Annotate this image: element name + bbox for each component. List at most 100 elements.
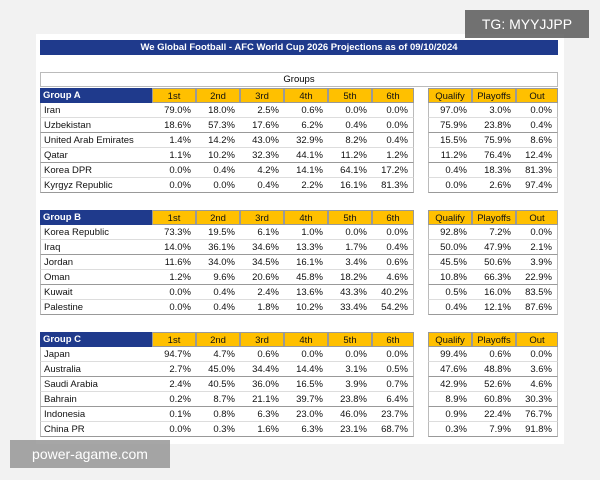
column-header: 3rd [240, 332, 284, 347]
cell: 0.0% [152, 178, 196, 193]
cell: 0.9% [428, 407, 472, 422]
cell: 0.3% [428, 422, 472, 437]
column-header: Out [516, 210, 558, 225]
cell: 81.3% [516, 163, 558, 178]
cell: 0.4% [328, 118, 372, 133]
groups-header: Groups [40, 72, 558, 87]
column-header: 6th [372, 88, 414, 103]
cell: 23.1% [328, 422, 372, 437]
cell: 8.9% [428, 392, 472, 407]
cell: 34.6% [240, 240, 284, 255]
cell: 3.0% [472, 103, 516, 118]
cell: 94.7% [152, 347, 196, 362]
cell: 0.0% [372, 347, 414, 362]
cell: 0.5% [428, 285, 472, 300]
cell: 45.8% [284, 270, 328, 285]
cell: 10.2% [284, 300, 328, 315]
cell: 8.2% [328, 133, 372, 148]
cell: 45.5% [428, 255, 472, 270]
cell: 1.2% [372, 148, 414, 163]
cell: 0.2% [152, 392, 196, 407]
cell: 36.0% [240, 377, 284, 392]
cell: 0.0% [152, 422, 196, 437]
cell: 0.6% [284, 103, 328, 118]
team-name: Iraq [40, 240, 152, 255]
cell: 99.4% [428, 347, 472, 362]
watermark: TG: MYYJJPP [465, 10, 589, 38]
cell: 6.1% [240, 225, 284, 240]
column-header: Playoffs [472, 210, 516, 225]
cell: 4.7% [196, 347, 240, 362]
column-header: 1st [152, 210, 196, 225]
cell: 0.0% [328, 347, 372, 362]
column-header: 6th [372, 332, 414, 347]
cell: 40.2% [372, 285, 414, 300]
cell: 54.2% [372, 300, 414, 315]
cell: 22.4% [472, 407, 516, 422]
cell: 0.6% [372, 255, 414, 270]
cell: 1.6% [240, 422, 284, 437]
cell: 4.6% [372, 270, 414, 285]
cell: 68.7% [372, 422, 414, 437]
cell: 0.0% [284, 347, 328, 362]
cell: 21.1% [240, 392, 284, 407]
column-header: 5th [328, 210, 372, 225]
cell: 19.5% [196, 225, 240, 240]
cell: 14.1% [284, 163, 328, 178]
title: We Global Football - AFC World Cup 2026 … [40, 40, 558, 55]
cell: 4.2% [240, 163, 284, 178]
cell: 87.6% [516, 300, 558, 315]
team-name: Qatar [40, 148, 152, 163]
cell: 0.0% [516, 347, 558, 362]
column-header: 1st [152, 332, 196, 347]
cell: 0.0% [516, 103, 558, 118]
cell: 48.8% [472, 362, 516, 377]
column-header: Out [516, 88, 558, 103]
cell: 44.1% [284, 148, 328, 163]
cell: 11.6% [152, 255, 196, 270]
cell: 43.0% [240, 133, 284, 148]
cell: 76.4% [472, 148, 516, 163]
cell: 0.5% [372, 362, 414, 377]
team-name: Uzbekistan [40, 118, 152, 133]
cell: 0.0% [152, 300, 196, 315]
cell: 36.1% [196, 240, 240, 255]
cell: 1.2% [152, 270, 196, 285]
cell: 97.4% [516, 178, 558, 193]
team-name: Saudi Arabia [40, 377, 152, 392]
cell: 8.7% [196, 392, 240, 407]
cell: 45.0% [196, 362, 240, 377]
group-name: Group B [40, 210, 152, 225]
cell: 3.9% [516, 255, 558, 270]
cell: 23.7% [372, 407, 414, 422]
team-name: Iran [40, 103, 152, 118]
cell: 3.1% [328, 362, 372, 377]
column-header: Playoffs [472, 88, 516, 103]
cell: 92.8% [428, 225, 472, 240]
cell: 0.7% [372, 377, 414, 392]
cell: 30.3% [516, 392, 558, 407]
cell: 17.2% [372, 163, 414, 178]
cell: 13.6% [284, 285, 328, 300]
cell: 43.3% [328, 285, 372, 300]
column-header: Out [516, 332, 558, 347]
column-header: Qualify [428, 88, 472, 103]
cell: 16.1% [328, 178, 372, 193]
column-header: Qualify [428, 210, 472, 225]
cell: 34.0% [196, 255, 240, 270]
cell: 13.3% [284, 240, 328, 255]
column-header: 2nd [196, 210, 240, 225]
team-name: Kuwait [40, 285, 152, 300]
team-name: Australia [40, 362, 152, 377]
cell: 3.9% [328, 377, 372, 392]
cell: 57.3% [196, 118, 240, 133]
cell: 46.0% [328, 407, 372, 422]
cell: 16.1% [284, 255, 328, 270]
cell: 6.3% [240, 407, 284, 422]
cell: 0.6% [240, 347, 284, 362]
cell: 50.6% [472, 255, 516, 270]
column-header: 3rd [240, 210, 284, 225]
cell: 40.5% [196, 377, 240, 392]
cell: 83.5% [516, 285, 558, 300]
cell: 6.3% [284, 422, 328, 437]
